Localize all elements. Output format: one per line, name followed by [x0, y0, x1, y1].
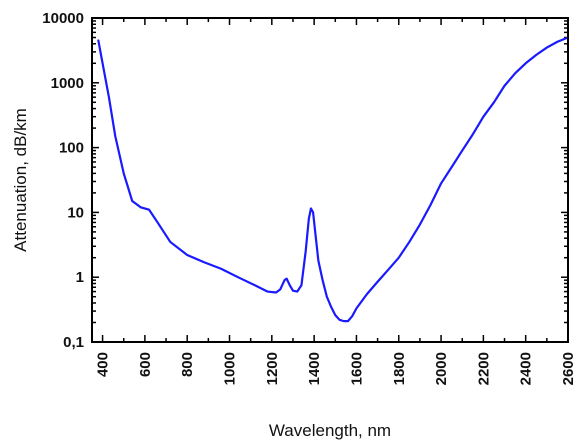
x-tick-label: 2400: [518, 352, 535, 385]
y-axis-title: Attenuation, dB/km: [11, 108, 30, 252]
x-tick-label: 400: [95, 352, 112, 377]
x-tick-label: 2000: [433, 352, 450, 385]
y-tick-label: 1: [76, 269, 84, 286]
x-tick-label: 600: [137, 352, 154, 377]
y-tick-label: 0,1: [63, 334, 84, 351]
x-tick-label: 1000: [222, 352, 239, 385]
series-layer: [97, 36, 570, 323]
x-axis-title: Wavelength, nm: [269, 421, 391, 440]
x-tick-label: 1800: [391, 352, 408, 385]
y-tick-label: 100: [59, 140, 84, 157]
x-tick-label: 2600: [560, 352, 575, 385]
x-tick-label: 800: [179, 352, 196, 377]
x-tick-label: 1400: [306, 352, 323, 385]
y-tick-label: 1000: [51, 75, 84, 92]
x-tick-label: 2200: [475, 352, 492, 385]
attenuation-curve: [97, 36, 570, 323]
y-tick-label: 10: [67, 204, 84, 221]
x-tick-label: 1600: [348, 352, 365, 385]
plot-frame: [91, 17, 569, 343]
x-tick-label: 1200: [264, 352, 281, 385]
y-axis-ticks: 0,1 1 10 100 1000 10000: [42, 10, 568, 351]
y-tick-label: 10000: [42, 10, 84, 27]
x-axis-ticks: 400 600 800 1000 1200 1400 1600 1800 2000 2200 240…: [95, 18, 575, 385]
